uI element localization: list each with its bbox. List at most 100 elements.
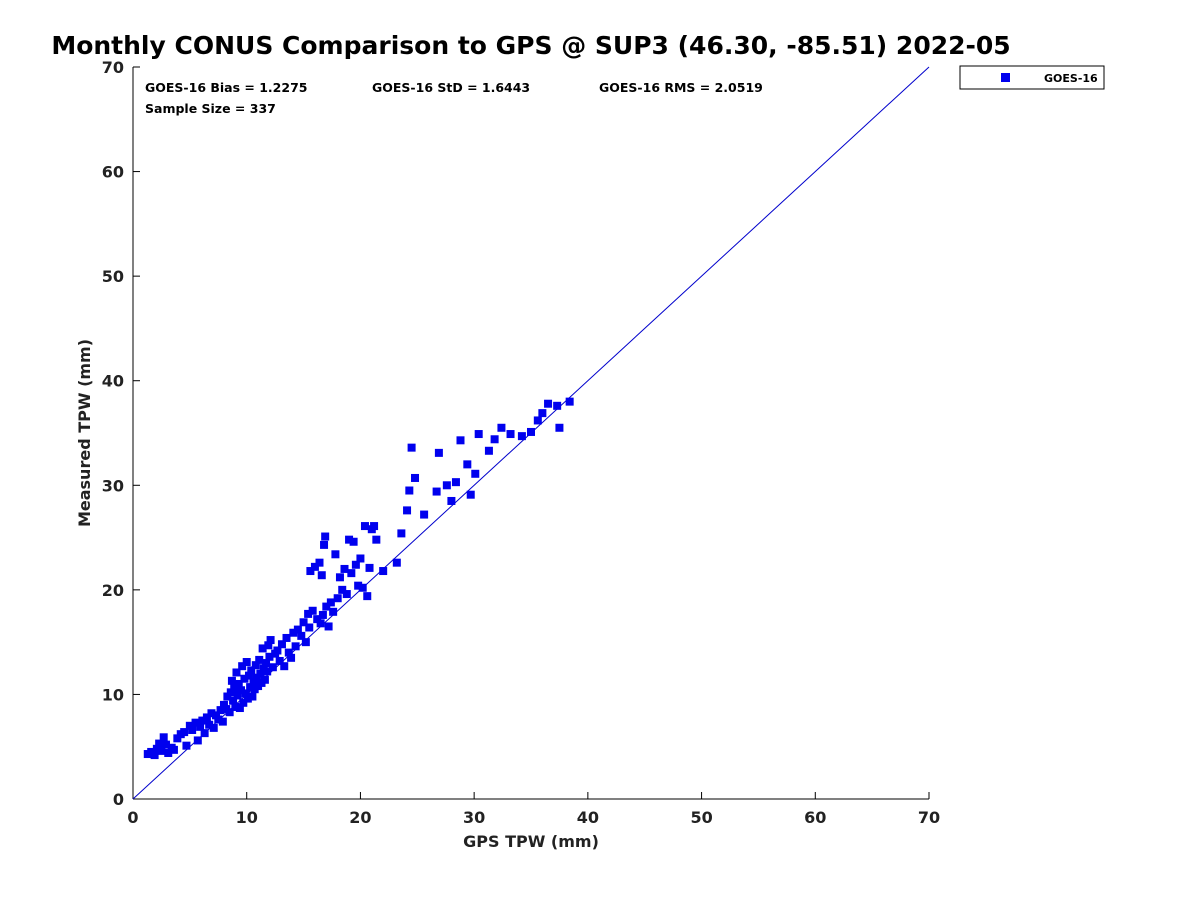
stat-std: GOES-16 StD = 1.6443 <box>372 80 530 95</box>
data-point <box>232 668 241 677</box>
data-point <box>320 540 329 549</box>
data-points <box>143 397 574 760</box>
data-point <box>251 661 260 670</box>
data-point <box>243 694 252 703</box>
data-point <box>218 717 227 726</box>
data-point <box>331 550 340 559</box>
data-point <box>538 409 547 418</box>
data-point <box>262 659 271 668</box>
data-point <box>392 558 401 567</box>
data-point <box>157 746 166 755</box>
y-tick-label: 20 <box>102 581 124 600</box>
data-point <box>317 571 326 580</box>
data-point <box>301 638 310 647</box>
x-tick-label: 60 <box>804 808 826 827</box>
y-axis-label: Measured TPW (mm) <box>75 339 94 527</box>
data-point <box>553 401 562 410</box>
data-point <box>280 662 289 671</box>
y-tick-label: 40 <box>102 372 124 391</box>
data-point <box>188 725 197 734</box>
legend: GOES-16 <box>959 65 1105 90</box>
data-point <box>284 648 293 657</box>
data-point <box>169 745 178 754</box>
data-point <box>326 598 335 607</box>
data-point <box>411 473 420 482</box>
data-point <box>342 590 351 599</box>
data-point <box>173 734 182 743</box>
data-point <box>345 535 354 544</box>
data-point <box>182 741 191 750</box>
data-point <box>193 736 202 745</box>
x-tick-label: 40 <box>577 808 599 827</box>
data-point <box>304 609 313 618</box>
data-point <box>356 554 365 563</box>
data-point <box>372 535 381 544</box>
data-point <box>316 619 325 628</box>
data-point <box>191 718 200 727</box>
data-point <box>306 567 315 576</box>
data-point <box>233 691 242 700</box>
data-point <box>517 432 526 441</box>
y-tick-label: 30 <box>102 476 124 495</box>
data-point <box>474 430 483 439</box>
legend-label: GOES-16 <box>1044 72 1098 85</box>
data-point <box>497 423 506 432</box>
x-tick-label: 10 <box>236 808 258 827</box>
data-point <box>196 722 205 731</box>
stat-rms: GOES-16 RMS = 2.0519 <box>599 80 763 95</box>
x-tick-label: 0 <box>127 808 138 827</box>
data-point <box>227 676 236 685</box>
data-point <box>432 487 441 496</box>
data-point <box>347 569 356 578</box>
data-point <box>287 653 296 662</box>
data-point <box>315 558 324 567</box>
data-point <box>238 662 247 671</box>
data-point <box>338 585 347 594</box>
data-point <box>506 430 515 439</box>
data-point <box>248 692 257 701</box>
data-point <box>229 696 238 705</box>
data-point <box>239 698 248 707</box>
legend-box <box>959 65 1105 90</box>
x-tick-label: 30 <box>463 808 485 827</box>
data-point <box>471 469 480 478</box>
data-point <box>152 744 161 753</box>
y-tick-label: 60 <box>102 163 124 182</box>
data-point <box>351 560 360 569</box>
data-point <box>329 607 338 616</box>
x-tick-label: 20 <box>349 808 371 827</box>
data-point <box>358 583 367 592</box>
data-point <box>442 481 451 490</box>
data-point <box>256 669 265 678</box>
y-tick-label: 10 <box>102 685 124 704</box>
data-point <box>335 573 344 582</box>
data-point <box>249 677 258 686</box>
data-point <box>282 633 291 642</box>
data-point <box>266 636 275 645</box>
data-point <box>150 751 159 760</box>
data-point <box>209 723 218 732</box>
data-point <box>407 443 416 452</box>
data-point <box>161 740 170 749</box>
data-point <box>185 721 194 730</box>
data-point <box>370 522 379 531</box>
data-point <box>225 708 234 717</box>
data-point <box>200 729 209 738</box>
data-point <box>212 711 221 720</box>
data-point <box>333 594 342 603</box>
data-point <box>321 532 330 541</box>
data-point <box>434 448 443 457</box>
data-point <box>180 728 189 737</box>
data-point <box>310 562 319 571</box>
data-point <box>277 640 286 649</box>
data-point <box>155 739 164 748</box>
data-point <box>466 490 475 499</box>
data-point <box>397 529 406 538</box>
data-point <box>164 748 173 757</box>
data-point <box>260 675 269 684</box>
data-point <box>263 667 272 676</box>
data-point <box>231 702 240 711</box>
data-point <box>318 610 327 619</box>
data-point <box>202 713 211 722</box>
stat-bias: GOES-16 Bias = 1.2275 <box>145 80 307 95</box>
